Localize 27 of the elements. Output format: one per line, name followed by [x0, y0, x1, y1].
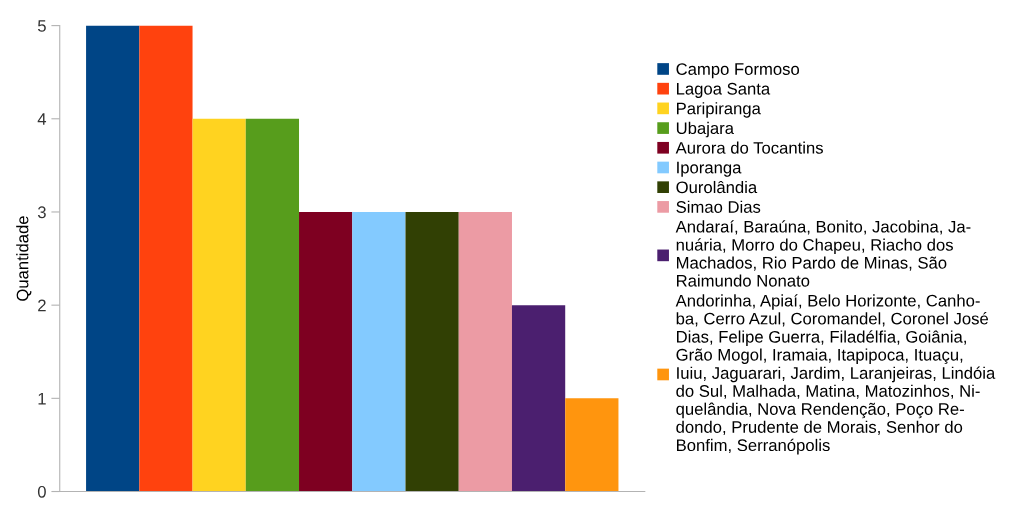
bar	[86, 25, 140, 492]
y-tick-label: 1	[38, 392, 46, 405]
legend-label: Iporanga	[677, 161, 742, 177]
y-tick-label: 2	[38, 299, 46, 312]
bar	[458, 211, 512, 492]
bar	[139, 25, 193, 492]
legend-label: Campo Formoso	[676, 63, 800, 79]
bar	[511, 305, 566, 492]
y-tick-label: 4	[37, 113, 47, 125]
legend-label: Lagoa Santa	[677, 82, 771, 98]
text: Andorinha, Apiaí, Belo Horizonte, Canho- ba, Cerro Azul, Coromandel, Coronel José Dias, Felipe Guerra, Filadélfia, Goiânia, Grão Mogol, Iramaia, Itapipoca, Ituaçu, Iuiu, Jaguarari, Jardim, Laranjeiras, Lindóia do Sul, Malhada, Matina, Matozinhos, Ni- quelândia, Nova Rendenção, Poço Re- dondo, Prudente de Morais, Senhor do Bonfim, Serranópolis	[675, 294, 996, 455]
y-axis-title: Quantidade	[16, 216, 32, 301]
y-tick-label: 3	[37, 206, 46, 219]
legend-label: Simao Dias	[676, 200, 761, 213]
legend-label: Andaraí, Baraúna, Bonito, Jacobina, Ja- nuária, Morro do Chapeu, Riacho dos Machados, Rio Pardo de Minas, São Raimundo Nonato	[675, 220, 971, 287]
bar	[565, 398, 619, 492]
y-tick-label: 5	[37, 20, 46, 32]
bar	[299, 211, 353, 492]
bar	[405, 211, 459, 492]
legend-label: Aurora do Tocantins	[675, 141, 823, 154]
y-tick-label: 0	[37, 485, 46, 498]
legend-label: Ourolândia	[676, 180, 758, 194]
bar	[192, 118, 246, 492]
legend-label: Ubajara	[676, 121, 734, 138]
bar	[352, 211, 406, 492]
legend-label: Paripiranga	[677, 102, 761, 118]
bar	[245, 118, 300, 492]
